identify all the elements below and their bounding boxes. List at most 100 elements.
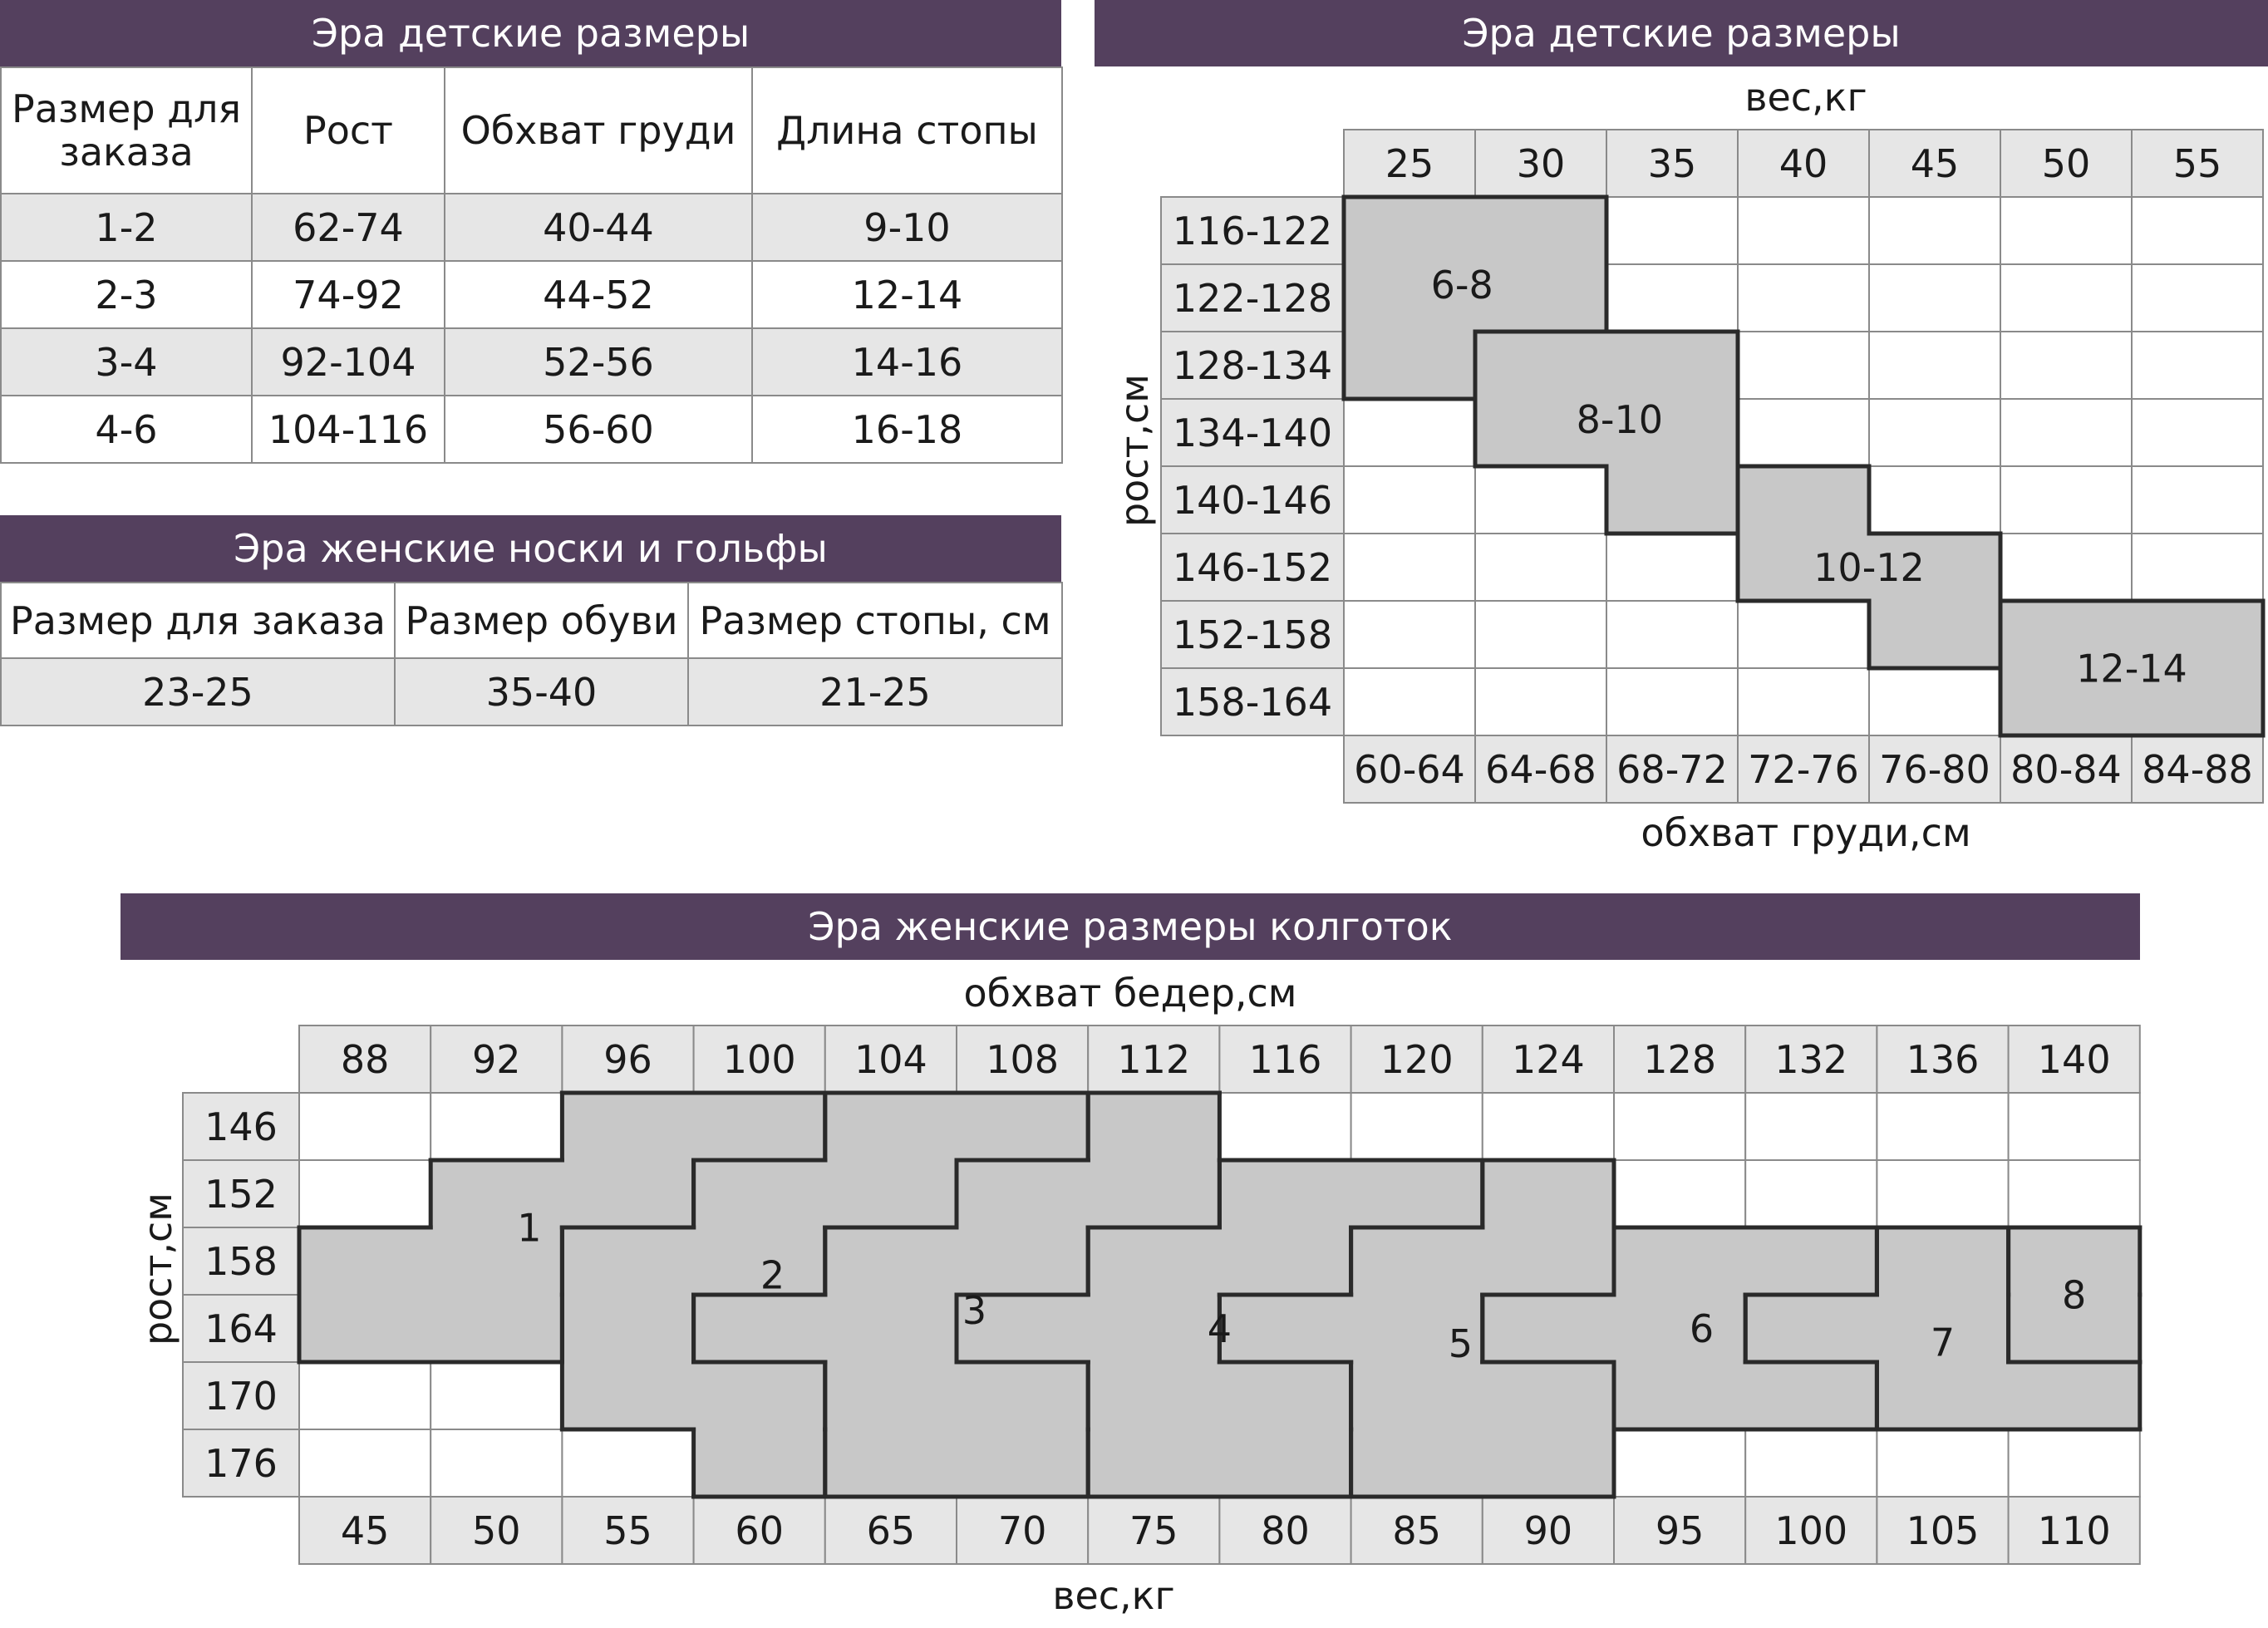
- tights-left-tick-label: 146: [204, 1104, 278, 1149]
- tights-bottom-header-cell: [430, 1496, 563, 1565]
- kids-grid-cell: [1606, 263, 1739, 332]
- tights-left-header-cell: [182, 1227, 300, 1296]
- tights-top-header-cell: [1087, 1025, 1221, 1094]
- tights-grid-cell: [430, 1294, 563, 1363]
- tights-grid-hip-axis-label: обхват бедер,см: [963, 971, 1297, 1016]
- kids-grid-cell: [1474, 398, 1607, 467]
- tights-size-label: 2: [760, 1252, 785, 1297]
- tights-grid-cell: [430, 1092, 563, 1161]
- socks-size-table: Размер для заказа Размер обуви Размер ст…: [0, 582, 1063, 726]
- tights-bottom-tick-label: 45: [341, 1508, 390, 1553]
- kids-size-label: 6-8: [1431, 263, 1493, 307]
- tights-top-tick-label: 136: [1906, 1037, 1980, 1082]
- tights-top-header-cell: [1744, 1025, 1878, 1094]
- table-row: 4-6 104-116 56-60 16-18: [0, 395, 1063, 464]
- tights-bottom-header-cell: [1876, 1496, 2010, 1565]
- cell: 9-10: [751, 193, 1063, 262]
- kids-left-tick-label: 122-128: [1173, 276, 1332, 321]
- kids-grid-cell: [1606, 533, 1739, 602]
- tights-top-header-cell: [430, 1025, 563, 1094]
- tights-left-tick-label: 158: [204, 1239, 278, 1284]
- header-foot-length: Длина стопы: [751, 66, 1063, 194]
- tights-left-tick-label: 152: [204, 1172, 278, 1217]
- tights-bottom-header-cell: [2007, 1496, 2141, 1565]
- tights-grid-cell: [1613, 1429, 1747, 1498]
- tights-left-tick-label: 176: [204, 1441, 278, 1486]
- tights-grid-cell: [956, 1361, 1090, 1430]
- tights-grid-cell: [561, 1227, 695, 1296]
- tights-top-tick-label: 132: [1774, 1037, 1847, 1082]
- kids-grid-title: Эра детские размеры: [1095, 0, 2268, 66]
- tights-grid-cell: [824, 1092, 957, 1161]
- tights-top-header-cell: [1350, 1025, 1483, 1094]
- kids-top-header-cell: [1606, 129, 1739, 198]
- tights-left-tick-label: 170: [204, 1374, 278, 1419]
- tights-grid-cell: [561, 1159, 695, 1228]
- tights-top-tick-label: 88: [341, 1037, 390, 1082]
- tights-grid-cell: [692, 1361, 826, 1430]
- header-height: Рост: [251, 66, 445, 194]
- table-row: 1-2 62-74 40-44 9-10: [0, 193, 1063, 262]
- kids-grid-cell: [1737, 465, 1870, 534]
- kids-top-tick-label: 55: [2173, 141, 2222, 186]
- tights-grid-title: Эра женские размеры колготок: [121, 893, 2140, 960]
- kids-top-header-cell: [2000, 129, 2133, 198]
- tights-grid-cell: [824, 1227, 957, 1296]
- tights-bottom-header-cell: [824, 1496, 957, 1565]
- cell: 62-74: [251, 193, 445, 262]
- kids-bottom-tick-label: 76-80: [1879, 747, 1990, 792]
- tights-bottom-tick-label: 75: [1129, 1508, 1178, 1553]
- tights-grid-cell: [1876, 1227, 2010, 1296]
- tights-size-label: 3: [962, 1288, 986, 1333]
- kids-top-tick-label: 50: [2042, 141, 2091, 186]
- kids-grid-cell: [1343, 331, 1476, 400]
- tights-size-label: 1: [517, 1206, 541, 1251]
- tights-bottom-tick-label: 85: [1392, 1508, 1441, 1553]
- tights-bottom-header-cell: [1218, 1496, 1352, 1565]
- tights-left-header-cell: [182, 1092, 300, 1161]
- tights-grid-cell: [1087, 1227, 1221, 1296]
- cell: 12-14: [751, 260, 1063, 329]
- header-order-size: Размер для заказа: [0, 66, 253, 194]
- tights-top-tick-label: 96: [603, 1037, 652, 1082]
- tights-grid-cell: [692, 1294, 826, 1363]
- kids-top-tick-label: 25: [1385, 141, 1434, 186]
- kids-bottom-tick-label: 68-72: [1616, 747, 1728, 792]
- tights-grid-cell: [561, 1429, 695, 1498]
- kids-bottom-tick-label: 72-76: [1748, 747, 1859, 792]
- kids-left-tick-label: 158-164: [1173, 680, 1332, 725]
- tights-grid-cell: [824, 1294, 957, 1363]
- kids-bottom-tick-label: 84-88: [2142, 747, 2253, 792]
- tights-left-header-cell: [182, 1361, 300, 1430]
- kids-grid-cell: [2000, 600, 2133, 669]
- kids-grid-cell: [2131, 196, 2264, 265]
- cell: 56-60: [444, 395, 753, 464]
- tights-top-header-cell: [1218, 1025, 1352, 1094]
- kids-table-title: Эра детские размеры: [0, 0, 1061, 66]
- tights-grid-cell: [430, 1159, 563, 1228]
- header-chest: Обхват груди: [444, 66, 753, 194]
- tights-grid-cell: [1350, 1092, 1483, 1161]
- tights-grid-cell: [1744, 1429, 1878, 1498]
- tights-grid-cell: [298, 1294, 432, 1363]
- tights-grid-cell: [1744, 1361, 1878, 1430]
- tights-left-header-cell: [182, 1429, 300, 1498]
- tights-bottom-tick-label: 105: [1906, 1508, 1980, 1553]
- tights-grid-cell: [1350, 1227, 1483, 1296]
- tights-top-tick-label: 112: [1117, 1037, 1190, 1082]
- kids-grid-cell: [1606, 667, 1739, 736]
- tights-grid-cell: [1218, 1429, 1352, 1498]
- kids-left-tick-label: 140-146: [1173, 478, 1332, 523]
- tights-grid-cell: [956, 1227, 1090, 1296]
- kids-grid-chest-axis-label: обхват груди,см: [1641, 810, 1971, 855]
- cell: 44-52: [444, 260, 753, 329]
- tights-grid-cell: [2007, 1361, 2141, 1430]
- cell: 40-44: [444, 193, 753, 262]
- tights-top-header-cell: [1613, 1025, 1747, 1094]
- tights-grid-cell: [1087, 1429, 1221, 1498]
- kids-left-header-cell: [1160, 398, 1345, 467]
- tights-grid-cell: [1744, 1092, 1878, 1161]
- tights-grid-cell: [1350, 1361, 1483, 1430]
- kids-grid-cell: [2000, 331, 2133, 400]
- tights-bottom-header-cell: [1481, 1496, 1616, 1565]
